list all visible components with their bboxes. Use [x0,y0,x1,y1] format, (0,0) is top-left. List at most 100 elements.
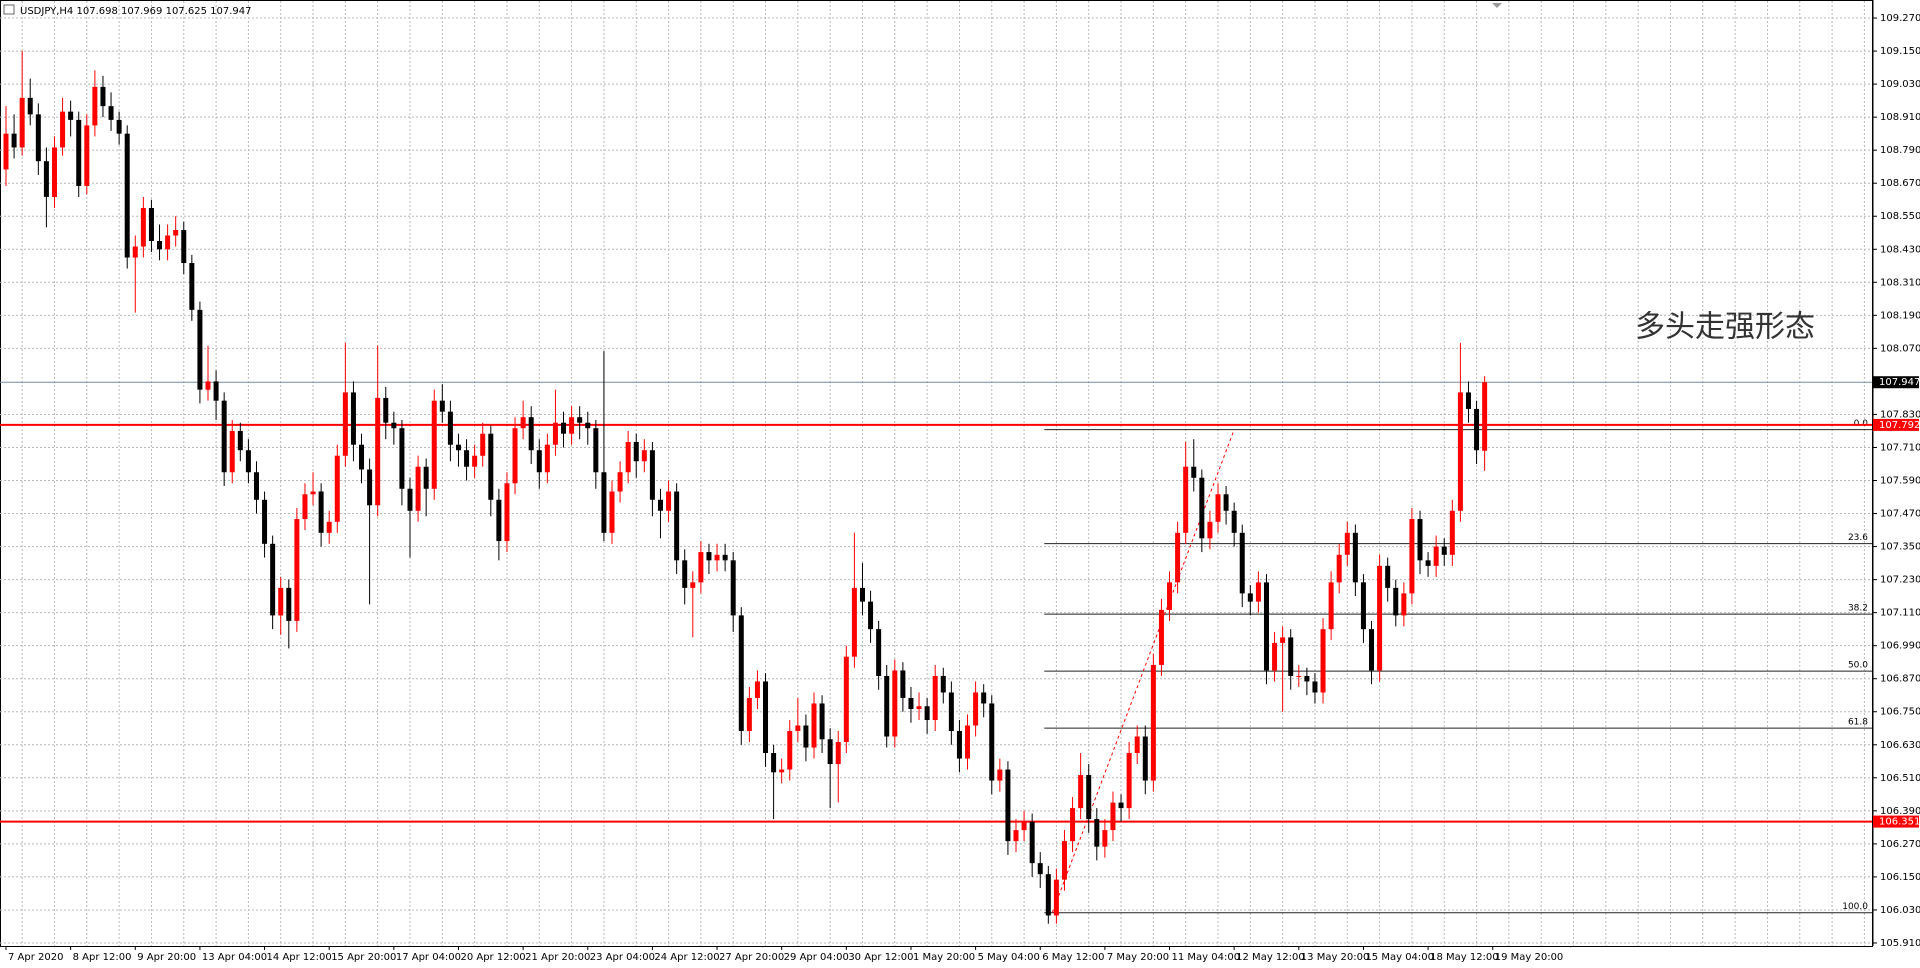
close: 107.947 [210,6,251,17]
candle-body [197,309,203,390]
candle-body [488,433,494,500]
candle-body [464,450,470,467]
candle-body [900,670,906,698]
candle-body [657,499,663,511]
candle-body [205,381,211,390]
candle-body [286,587,292,621]
candle-body [1183,466,1189,533]
y-tick-label: 108.310 [1880,277,1920,288]
candle-body [552,422,558,445]
candle-body [868,601,874,630]
high: 107.969 [121,6,162,17]
candle-body [84,125,90,186]
candle-body [27,97,33,115]
candle-body [811,703,817,748]
candle-body [439,400,445,412]
x-tick-label: 8 Apr 12:00 [73,952,132,963]
x-tick-label: 7 Apr 2020 [8,952,63,963]
candle-body [342,392,348,456]
x-tick-label: 24 Apr 12:00 [654,952,719,963]
candle-body [1102,830,1108,847]
x-tick-label: 23 Apr 04:00 [590,952,655,963]
candle-body [940,675,946,693]
candle-body [431,400,437,489]
x-tick-label: 14 Apr 12:00 [267,952,332,963]
candle-body [1142,736,1148,781]
candle-body [496,499,502,542]
candle-body [11,133,17,148]
candle-body [746,697,752,732]
candle-body [270,543,276,616]
y-tick-label: 106.870 [1880,674,1920,685]
candle-body [512,428,518,484]
candle-body [1344,532,1350,555]
candle-body [763,681,769,754]
candle-body [1320,629,1326,693]
candle-body [1207,521,1213,539]
y-tick-label: 108.910 [1880,112,1920,123]
candle-body [51,147,57,197]
candle-body [1336,554,1342,583]
candle-body [1296,675,1302,677]
candle-body [997,769,1003,781]
low: 107.625 [166,6,207,17]
candle-body [859,587,865,602]
candle-body [633,441,639,462]
candle-body [1433,546,1439,566]
candle-body [609,491,615,533]
candle-body [1441,546,1447,555]
candle-body [819,703,825,740]
y-tick-label: 105.910 [1880,938,1920,949]
candle-body [1401,593,1407,616]
candle-body [157,241,163,250]
candle-body [173,230,179,236]
candle-body [569,417,575,434]
candle-body [714,554,720,561]
x-tick-label: 15 May 04:00 [1365,952,1434,963]
candle-body [383,397,389,423]
candle-body [1094,819,1100,847]
candle-body [294,519,300,621]
candle-body [1078,775,1084,809]
candle-body [1272,642,1278,671]
candle-body [779,769,785,773]
x-tick-label: 21 Apr 20:00 [525,952,590,963]
y-tick-label: 107.110 [1880,608,1920,619]
candle-body [1385,565,1391,588]
symbol: USDJPY,H4 [20,6,73,17]
y-tick-label: 106.390 [1880,806,1920,817]
fib-label: 61.8 [1848,718,1868,728]
candle-body [916,706,922,709]
y-tick-label: 108.070 [1880,343,1920,354]
candle-body [1352,532,1358,583]
candle-body [884,675,890,737]
candle-body [520,417,526,429]
x-tick-label: 30 Apr 12:00 [848,952,913,963]
candle-body [1280,637,1286,643]
candle-body [593,428,599,473]
candle-body [1086,775,1092,820]
candle-body [423,466,429,489]
y-tick-label: 108.670 [1880,178,1920,189]
candle-body [480,433,486,456]
candle-body [1061,841,1067,880]
candle-body [229,430,235,473]
y-tick-label: 106.750 [1880,707,1920,718]
candle-body [367,469,373,506]
x-tick-label: 17 Apr 04:00 [396,952,461,963]
y-tick-label: 109.030 [1880,79,1920,90]
candle-body [472,455,478,467]
candle-body [965,725,971,759]
candle-body [1070,808,1076,842]
x-tick-label: 18 May 12:00 [1430,952,1499,963]
candle-body [1191,466,1197,478]
candle-body [318,491,324,533]
candle-body [350,392,356,445]
candle-body [1223,494,1229,511]
candle-body [989,703,995,781]
x-tick-label: 27 Apr 20:00 [719,952,784,963]
candle-body [682,560,688,588]
y-tick-label: 109.270 [1880,13,1920,24]
candle-body [1150,664,1156,781]
